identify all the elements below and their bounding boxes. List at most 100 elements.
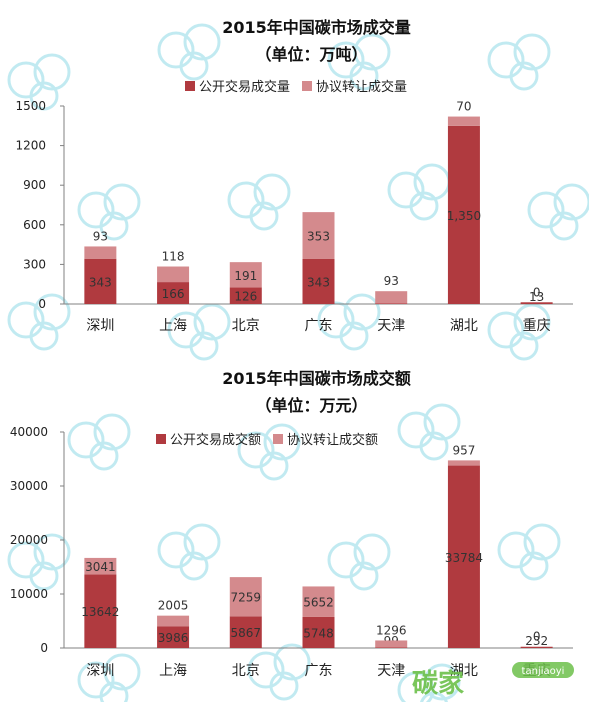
legend-label: 公开交易成交额: [170, 432, 261, 448]
chart-subtitle: （单位：万吨）: [255, 45, 367, 64]
x-tick-label: 广东: [305, 663, 333, 679]
data-label: 2005: [158, 599, 189, 613]
watermark-logo: [227, 173, 291, 231]
watermark-logo: [67, 413, 131, 471]
x-tick-label: 天津: [377, 663, 405, 679]
brand-watermark-url: tanjiaoyi: [522, 666, 565, 677]
legend-swatch: [156, 434, 166, 444]
bar-public: [447, 125, 480, 304]
bar-public: [157, 626, 190, 648]
y-tick-label: 900: [23, 178, 46, 192]
chart-title: 2015年中国碳市场成交量: [222, 18, 411, 37]
data-label: 343: [307, 275, 330, 289]
bar-public: [84, 258, 117, 304]
data-label: 93: [93, 229, 108, 243]
data-label: 13: [529, 290, 544, 304]
bar-agreement: [157, 266, 190, 283]
data-label: 33784: [445, 551, 483, 565]
data-label: 3041: [85, 560, 116, 574]
legend-swatch: [302, 81, 312, 91]
data-label: 957: [452, 443, 475, 457]
bar-agreement: [157, 615, 190, 627]
data-label: 7259: [231, 591, 262, 605]
legend: 公开交易成交量 协议转让成交量: [185, 79, 407, 95]
y-tick-label: 20000: [10, 533, 48, 547]
watermark-logo: [77, 183, 141, 241]
bar-public: [302, 616, 335, 648]
data-label: 93: [384, 274, 399, 288]
y-tick-label: 1200: [15, 139, 46, 153]
y-tick-label: 0: [40, 641, 48, 655]
watermark-logo: [327, 533, 391, 591]
data-label: 0: [533, 285, 541, 299]
x-tick-label: 深圳: [86, 318, 114, 334]
watermark-logo: [77, 653, 141, 702]
data-label: 126: [234, 290, 257, 304]
y-tick-label: 600: [23, 218, 46, 232]
watermark-logo: [387, 163, 451, 221]
watermark-logo: [397, 663, 461, 702]
chart-2: 2015年中国碳市场成交额 （单位：万元） 公开交易成交额 协议转让成交额 0 10000…: [10, 369, 573, 679]
data-label: 166: [162, 287, 185, 301]
watermark-logo: [527, 183, 589, 241]
bar-agreement: [229, 577, 262, 617]
legend-label: 协议转让成交量: [316, 79, 407, 95]
brand-watermark: 碳家 tanjiaoyi: [412, 662, 574, 699]
y-tick-label: 300: [23, 257, 46, 271]
x-tick-label: 广东: [305, 318, 333, 334]
y-tick-label: 1500: [15, 99, 46, 113]
bar-agreement: [375, 291, 408, 304]
y-tick-label: 40000: [10, 425, 48, 439]
data-label: 1,350: [447, 209, 481, 223]
x-tick-label: 湖北: [450, 663, 478, 679]
y-tick-label: 0: [38, 297, 46, 311]
bar-public: [84, 574, 117, 648]
brand-watermark-text: 碳家: [412, 668, 464, 699]
data-label: 353: [307, 229, 330, 243]
data-label: 70: [456, 100, 471, 114]
bar-agreement: [447, 460, 480, 466]
legend-label: 公开交易成交量: [199, 79, 290, 95]
bar-agreement: [229, 262, 262, 288]
data-label: 3986: [158, 631, 189, 645]
watermark-logo: [317, 293, 381, 351]
bar-agreement: [84, 557, 117, 575]
legend-swatch: [185, 81, 195, 91]
x-tick-label: 深圳: [86, 663, 114, 679]
bar-public: [229, 287, 262, 304]
data-label: 13642: [81, 605, 119, 619]
bar-public: [157, 282, 190, 304]
watermark-logo: [247, 643, 311, 701]
bar-agreement: [375, 640, 408, 648]
bar-public: [520, 646, 553, 648]
data-label: 5652: [303, 596, 334, 610]
legend-swatch: [273, 434, 283, 444]
y-tick-label: 10000: [10, 587, 48, 601]
watermark-logo: [237, 423, 301, 481]
bar-public: [375, 303, 408, 304]
watermark-logo: [327, 33, 391, 91]
bar-public: [447, 465, 480, 648]
x-tick-label: 上海: [159, 663, 187, 679]
chart-title: 2015年中国碳市场成交额: [222, 369, 411, 388]
data-label: 5867: [231, 626, 262, 640]
bar-public: [302, 258, 335, 304]
bar-agreement: [84, 246, 117, 259]
bar-agreement: [447, 116, 480, 126]
x-tick-label: 重庆: [523, 318, 551, 334]
watermark-logo: [167, 303, 231, 361]
bar-agreement: [302, 212, 335, 259]
x-tick-label: 上海: [159, 318, 187, 334]
bar-agreement: [302, 586, 335, 617]
watermark-logo: [7, 293, 71, 351]
data-label: 5748: [303, 626, 334, 640]
watermark-logo: [7, 533, 71, 591]
watermark-logo: [157, 523, 221, 581]
watermark-logo: [7, 53, 71, 111]
data-label: 1296: [376, 623, 407, 637]
watermark-logo: [397, 403, 461, 461]
x-tick-label: 北京: [232, 663, 260, 679]
